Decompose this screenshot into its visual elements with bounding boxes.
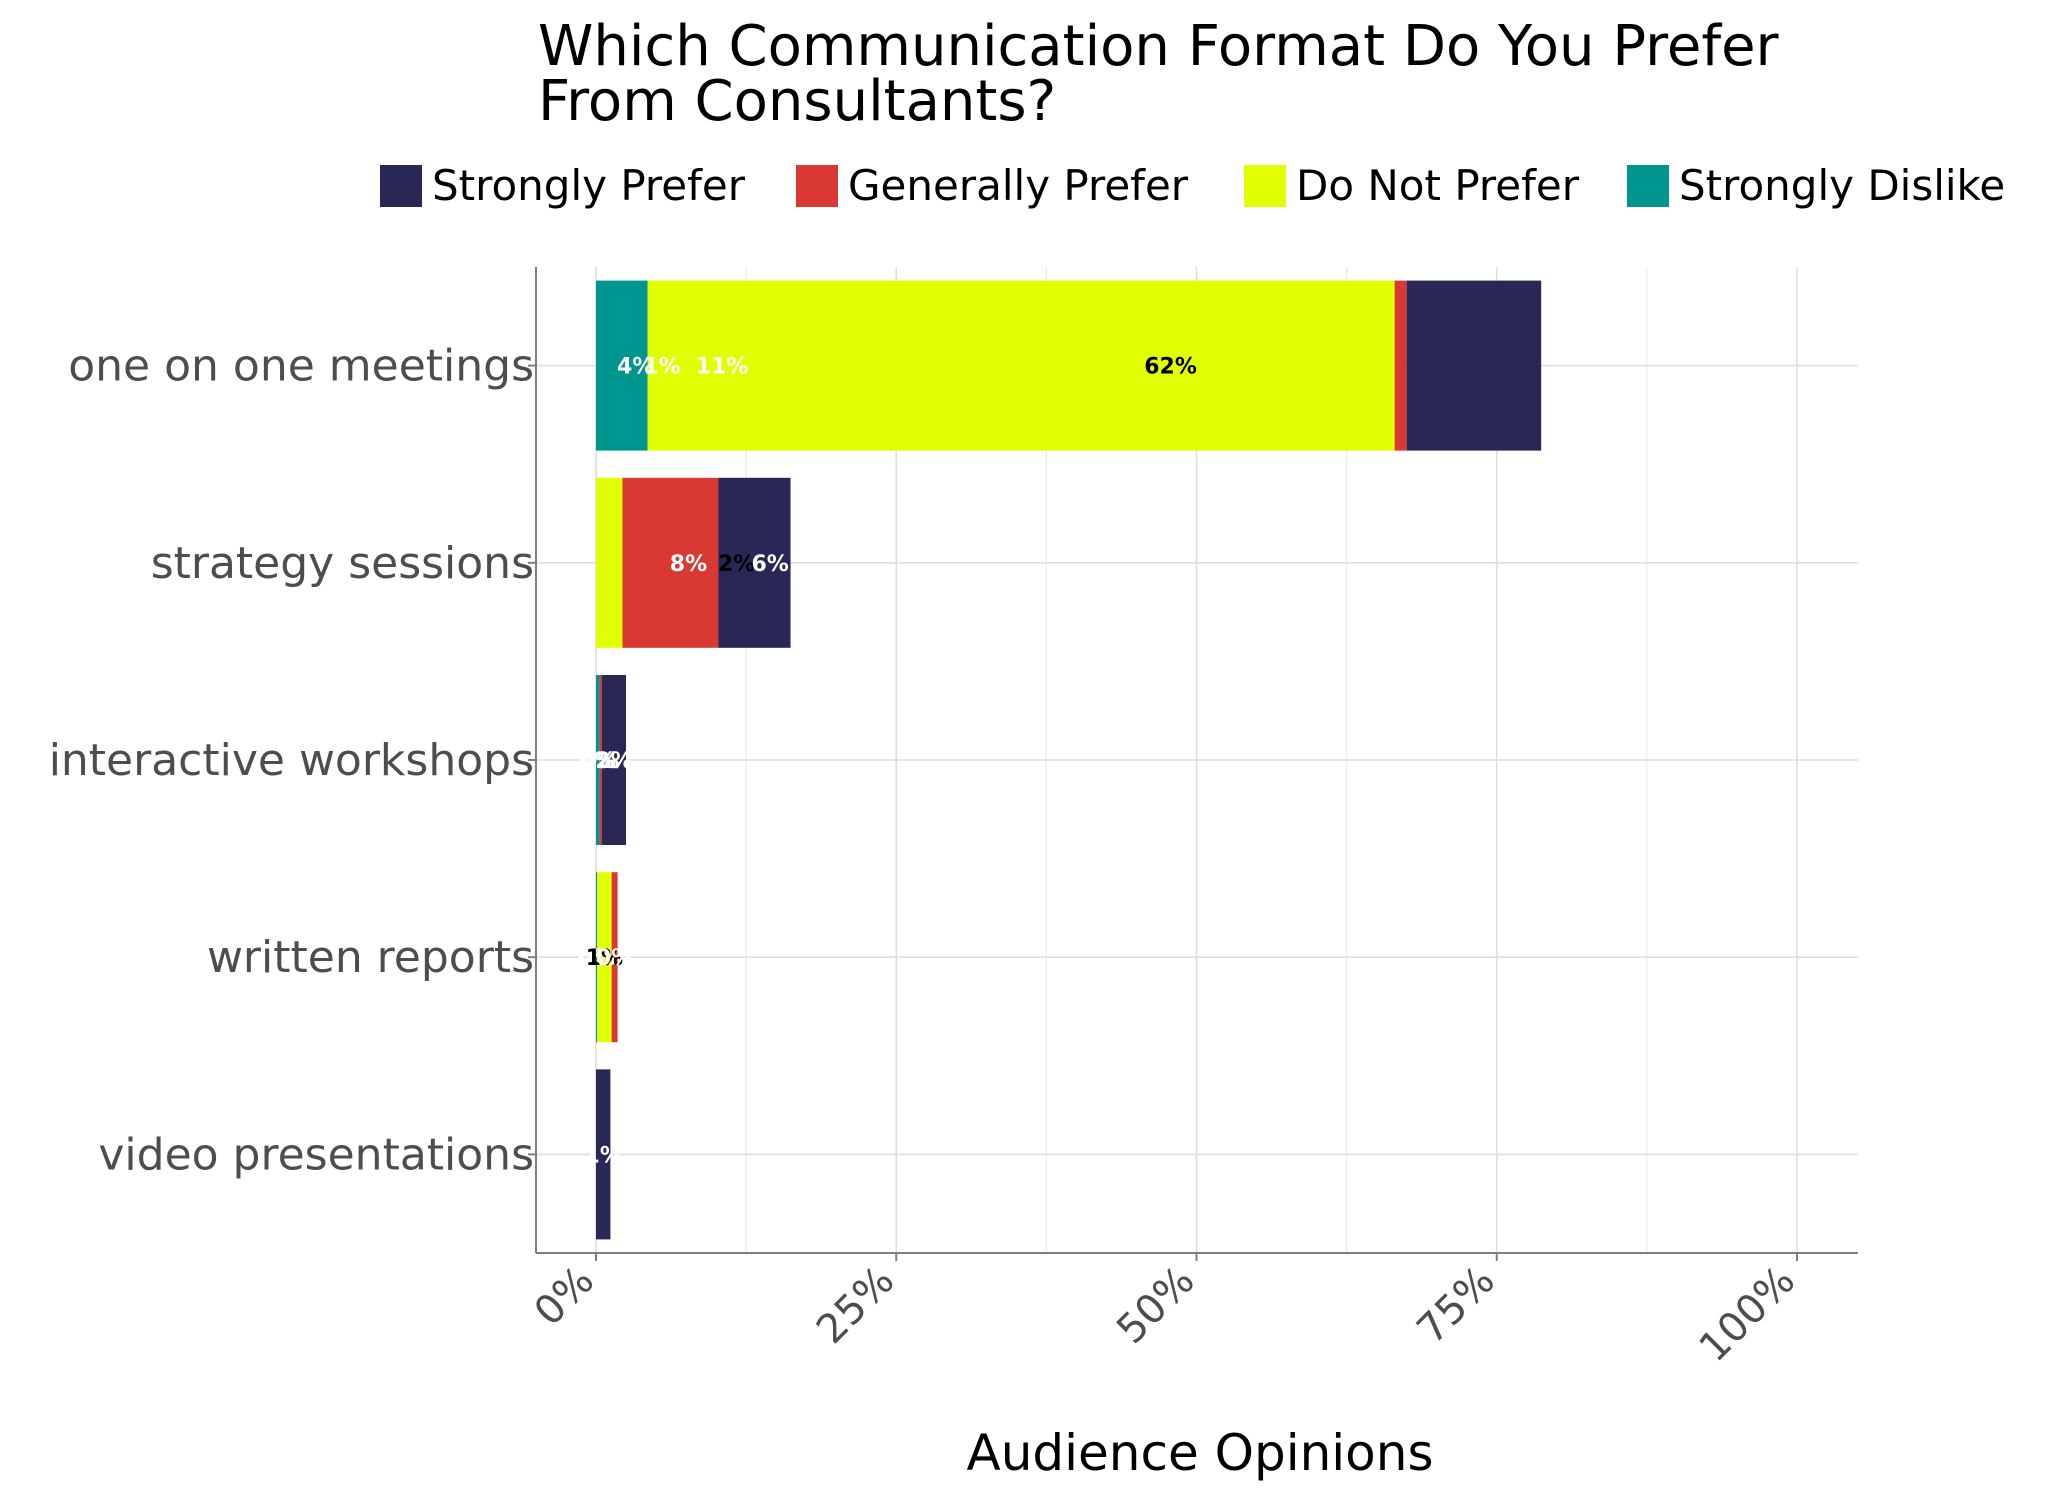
x-tick-label: 50% [1108,1258,1203,1353]
legend-swatch-do-not-prefer [1244,165,1286,207]
category-label-one-on-one-meetings: one on one meetings [68,341,534,392]
chart-title-line-1: Which Communication Format Do You Prefer [538,14,1780,79]
bar-one-on-one-meetings-strongly-dislike [596,280,648,451]
bar-label-strategy-sessions-do-not-prefer: 2% [718,552,755,577]
bar-label-interactive-workshops-generally-prefer: 0% [582,749,619,774]
bar-one-on-one-meetings-do-not-prefer [647,280,1395,451]
bar-label-one-on-one-meetings-do-not-prefer: 62% [1144,355,1197,380]
legend-label-do-not-prefer: Do Not Prefer [1296,161,1580,210]
legend-swatch-strongly-dislike [1627,165,1669,207]
bar-label-strategy-sessions-generally-prefer: 8% [670,552,707,577]
bar-strategy-sessions-do-not-prefer [596,477,623,648]
bars [596,280,1542,1240]
x-tick-label: 0% [526,1258,603,1335]
category-label-strategy-sessions: strategy sessions [151,538,534,589]
category-labels: one on one meetings strategy sessions inte… [49,341,534,1181]
legend-label-strongly-prefer: Strongly Prefer [432,161,746,210]
bar-label-strategy-sessions-strongly-prefer: 6% [751,552,788,577]
x-tick-labels: 0% 25% 50% 75% 100% [526,1258,1804,1371]
category-label-interactive-workshops: interactive workshops [49,735,534,786]
bar-label-one-on-one-meetings-strongly-dislike: 4% [617,355,654,380]
axes [528,267,1858,1261]
bar-strategy-sessions-generally-prefer [622,477,719,648]
x-tick-label: 25% [808,1258,903,1353]
bar-label-interactive-workshops-strongly-prefer: 2% [595,749,632,774]
bar-label-one-on-one-meetings-generally-prefer: 1% [643,355,680,380]
bar-annotation-one-on-one-meetings: 11% [696,355,749,380]
legend-swatch-strongly-prefer [380,165,422,207]
x-tick-label: 75% [1408,1258,1503,1353]
legend-label-strongly-dislike: Strongly Dislike [1679,161,2005,210]
bar-labels: 4% 62%1%2%8% 6%0%0%2%0%1%0%1%11% [578,355,1197,1169]
legend: Strongly Prefer Generally Prefer Do Not Pr… [380,161,2005,210]
bar-strategy-sessions-strongly-prefer [718,477,791,648]
bar-written-reports-strongly-dislike [596,872,598,1043]
category-label-written-reports: written reports [207,932,534,983]
legend-label-generally-prefer: Generally Prefer [848,161,1189,210]
bar-one-on-one-meetings-generally-prefer [1394,280,1407,451]
bar-label-written-reports-do-not-prefer: 1% [586,946,623,971]
x-tick-label: 100% [1691,1258,1804,1371]
bar-written-reports-generally-prefer [611,872,618,1043]
bar-label-video-presentations-strongly-prefer: 1% [585,1143,622,1168]
bar-one-on-one-meetings-strongly-prefer [1406,280,1542,451]
bar-label-written-reports-strongly-dislike: 0% [578,946,615,971]
x-axis-title: Audience Opinions [966,1424,1433,1482]
bar-interactive-workshops-strongly-dislike [596,675,600,845]
bar-video-presentations-strongly-prefer [596,1069,611,1240]
bar-label-written-reports-generally-prefer: 0% [596,946,633,971]
chart-title-line-2: From Consultants? [538,69,1056,134]
category-label-video-presentations: video presentations [98,1129,534,1180]
legend-swatch-generally-prefer [796,165,838,207]
bar-label-interactive-workshops-strongly-dislike: 0% [579,749,616,774]
bar-interactive-workshops-strongly-prefer [602,675,627,845]
bar-written-reports-do-not-prefer [597,872,612,1043]
bar-interactive-workshops-generally-prefer [599,675,603,845]
